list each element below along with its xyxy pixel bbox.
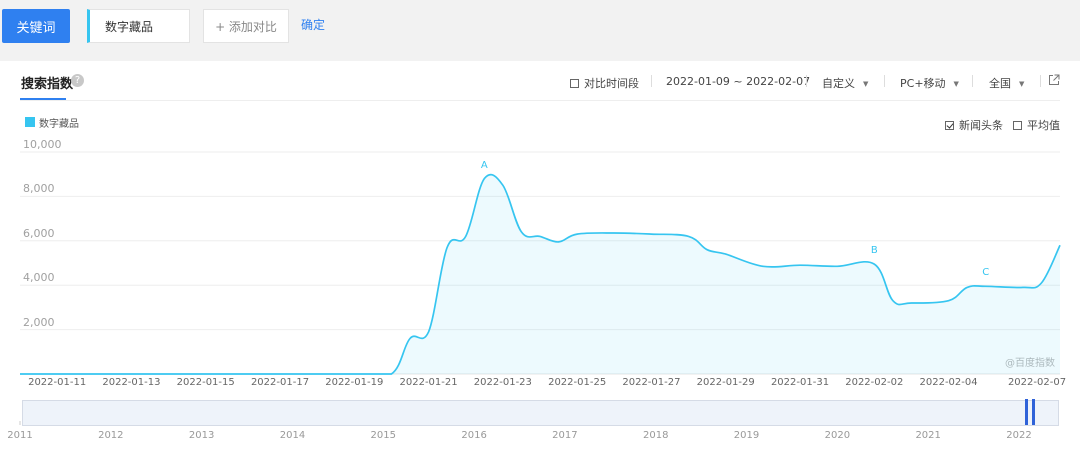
series-area (20, 174, 1060, 374)
y-tick-label: 6,000 (23, 226, 55, 240)
y-tick-label: 10,000 (23, 138, 62, 151)
x-tick-label: 2022-01-13 (102, 377, 161, 388)
checkbox-icon (1013, 121, 1022, 130)
tab-divider (20, 100, 1060, 101)
x-tick-label: 2022-02-07 (1007, 377, 1067, 388)
region-label: 全国 (989, 77, 1011, 90)
checkbox-icon (570, 79, 579, 88)
news-annotation-b[interactable]: B (870, 245, 878, 257)
divider (972, 75, 973, 87)
tab-active-underline (20, 98, 66, 100)
y-tick-label: 4,000 (23, 271, 55, 285)
x-tick-label: 2022-01-31 (770, 377, 830, 388)
navigator-year-label: 2018 (642, 430, 669, 441)
divider (884, 75, 885, 87)
news-annotation-c[interactable]: C (982, 267, 990, 279)
keyword-input[interactable]: 数字藏品 (87, 9, 190, 43)
navigator-year-label: 2011 (7, 430, 33, 441)
navigator-year-label: 2021 (915, 430, 941, 441)
compare-period-label: 对比时间段 (584, 77, 639, 90)
keyword-button[interactable]: 关键词 (2, 9, 70, 43)
add-compare-button[interactable]: + 添加对比 (203, 9, 289, 43)
divider (651, 75, 652, 87)
caret-down-icon: ▼ (1019, 80, 1025, 88)
custom-label: 自定义 (822, 77, 855, 90)
x-tick-label: 2022-01-25 (548, 377, 607, 388)
line-chart (19, 151, 1061, 425)
navigator-year-label: 2012 (98, 430, 124, 441)
x-tick-label: 2022-01-21 (399, 377, 458, 388)
x-tick-label: 2022-01-23 (473, 377, 532, 388)
navigator-year-label: 2014 (279, 430, 306, 441)
y-tick-label: 8,000 (23, 182, 55, 196)
compare-period-checkbox[interactable]: 对比时间段 (570, 75, 639, 91)
device-label: PC+移动 (900, 77, 946, 90)
average-checkbox[interactable]: 平均值 (1013, 117, 1060, 133)
date-range[interactable]: 2022-01-09 ~ 2022-02-07 (666, 75, 811, 88)
watermark: @百度指数 (1005, 358, 1055, 369)
chart-panel: 搜索指数 ? 对比时间段 2022-01-09 ~ 2022-02-07 自定义… (0, 61, 1080, 450)
news-label: 新闻头条 (959, 119, 1003, 132)
news-checkbox[interactable]: 新闻头条 (945, 117, 1003, 133)
news-annotation-a[interactable]: A (480, 159, 488, 171)
x-tick-label: 2022-01-29 (696, 377, 755, 388)
series-line (20, 173, 1061, 375)
navigator-handle-left[interactable] (1025, 399, 1028, 425)
x-tick-label: 2022-02-02 (845, 377, 904, 388)
x-tick-label: 2022-01-17 (250, 377, 310, 388)
navigator-year-label: 2013 (188, 430, 215, 441)
external-link-icon[interactable] (1048, 74, 1060, 86)
checkbox-checked-icon (945, 121, 954, 130)
navigator-year-label: 2017 (552, 430, 578, 441)
divider (806, 75, 807, 87)
x-tick-label: 2022-01-15 (176, 377, 235, 388)
custom-dropdown[interactable]: 自定义 ▼ (822, 75, 868, 91)
legend-swatch (25, 117, 35, 127)
question-icon[interactable]: ? (71, 74, 84, 87)
x-tick-label: 2022-01-11 (28, 377, 87, 388)
x-tick-label: 2022-02-04 (919, 377, 978, 388)
x-tick-label: 2022-01-27 (622, 377, 681, 388)
time-navigator[interactable] (22, 400, 1059, 426)
tab-search-index[interactable]: 搜索指数 (21, 77, 74, 92)
caret-down-icon: ▼ (953, 80, 959, 88)
device-dropdown[interactable]: PC+移动 ▼ (900, 75, 959, 91)
navigator-year-label: 2020 (824, 430, 851, 441)
navigator-handle-right[interactable] (1032, 399, 1035, 425)
toolbar: 关键词 数字藏品 + 添加对比 确定 (0, 0, 1080, 60)
x-tick-label: 2022-01-19 (325, 377, 384, 388)
average-label: 平均值 (1027, 119, 1060, 132)
navigator-year-label: 2022 (1006, 430, 1032, 441)
caret-down-icon: ▼ (863, 80, 869, 88)
navigator-year-label: 2015 (370, 430, 396, 441)
navigator-year-label: 2019 (733, 430, 760, 441)
legend-label: 数字藏品 (39, 119, 79, 130)
confirm-link[interactable]: 确定 (301, 18, 326, 32)
region-dropdown[interactable]: 全国 ▼ (989, 75, 1024, 91)
y-tick-label: 2,000 (23, 315, 55, 329)
navigator-year-label: 2016 (461, 430, 487, 441)
divider (1040, 75, 1041, 87)
